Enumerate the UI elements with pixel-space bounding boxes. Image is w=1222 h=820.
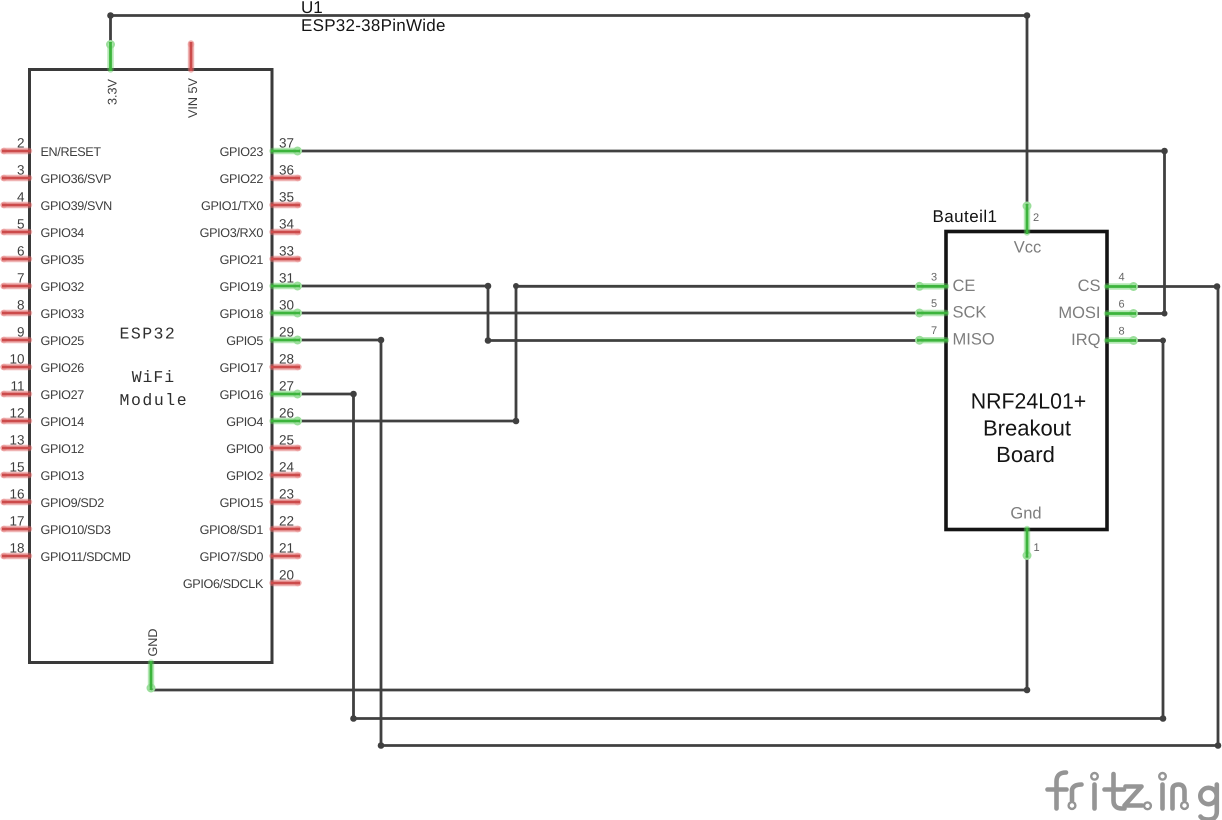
svg-text:33: 33 <box>279 244 294 259</box>
svg-text:GPIO16: GPIO16 <box>220 388 264 402</box>
svg-text:GPIO8/SD1: GPIO8/SD1 <box>200 523 264 537</box>
svg-text:3.3V: 3.3V <box>106 78 120 105</box>
svg-text:ESP32-38PinWide: ESP32-38PinWide <box>301 16 446 35</box>
svg-text:GPIO14: GPIO14 <box>41 415 85 429</box>
svg-text:11: 11 <box>10 379 24 394</box>
svg-text:Gnd: Gnd <box>1010 505 1041 523</box>
svg-text:6: 6 <box>1118 299 1124 311</box>
svg-text:16: 16 <box>9 487 24 502</box>
svg-text:GPIO2: GPIO2 <box>226 469 263 483</box>
svg-text:GPIO1/TX0: GPIO1/TX0 <box>201 199 263 213</box>
svg-text:4: 4 <box>17 190 25 205</box>
svg-text:5: 5 <box>931 298 937 310</box>
svg-text:GPIO23: GPIO23 <box>220 145 264 159</box>
svg-text:10: 10 <box>9 352 24 367</box>
svg-text:8: 8 <box>17 298 25 313</box>
svg-text:8: 8 <box>1118 326 1124 338</box>
svg-text:21: 21 <box>279 541 294 556</box>
svg-text:27: 27 <box>279 379 294 394</box>
svg-text:31: 31 <box>279 271 294 286</box>
svg-text:3: 3 <box>17 163 25 178</box>
svg-text:13: 13 <box>9 433 24 448</box>
svg-text:15: 15 <box>9 460 24 475</box>
svg-text:12: 12 <box>9 406 24 421</box>
svg-text:GPIO26: GPIO26 <box>41 361 85 375</box>
svg-text:GPIO4: GPIO4 <box>226 415 263 429</box>
svg-text:Bauteil1: Bauteil1 <box>933 207 998 226</box>
svg-text:GPIO25: GPIO25 <box>41 334 85 348</box>
svg-text:23: 23 <box>279 487 294 502</box>
svg-text:GPIO10/SD3: GPIO10/SD3 <box>41 523 111 537</box>
svg-text:GPIO18: GPIO18 <box>220 307 264 321</box>
svg-text:18: 18 <box>9 541 24 556</box>
svg-text:5: 5 <box>17 217 25 232</box>
svg-text:Module: Module <box>120 391 187 410</box>
svg-text:MISO: MISO <box>953 331 995 349</box>
svg-text:34: 34 <box>279 217 295 232</box>
svg-text:GPIO9/SD2: GPIO9/SD2 <box>41 496 105 510</box>
svg-text:Board: Board <box>996 442 1055 467</box>
svg-text:30: 30 <box>279 298 294 313</box>
svg-text:VIN 5V: VIN 5V <box>186 78 200 118</box>
svg-text:GPIO33: GPIO33 <box>41 307 85 321</box>
svg-text:GPIO34: GPIO34 <box>41 226 85 240</box>
svg-text:GPIO5: GPIO5 <box>226 334 263 348</box>
svg-text:1: 1 <box>1034 542 1040 554</box>
svg-text:2: 2 <box>17 136 25 151</box>
svg-text:Vcc: Vcc <box>1014 238 1042 256</box>
svg-text:25: 25 <box>279 433 294 448</box>
svg-text:24: 24 <box>279 460 295 475</box>
svg-text:7: 7 <box>17 271 25 286</box>
svg-text:GPIO13: GPIO13 <box>41 469 85 483</box>
svg-text:GPIO39/SVN: GPIO39/SVN <box>41 199 113 213</box>
svg-text:4: 4 <box>1118 272 1124 284</box>
svg-text:26: 26 <box>279 406 294 421</box>
svg-text:GPIO19: GPIO19 <box>220 280 264 294</box>
svg-text:GPIO6/SDCLK: GPIO6/SDCLK <box>183 577 264 591</box>
svg-text:NRF24L01+: NRF24L01+ <box>971 389 1087 414</box>
svg-text:7: 7 <box>931 325 937 337</box>
svg-text:GPIO36/SVP: GPIO36/SVP <box>41 172 112 186</box>
svg-text:GPIO0: GPIO0 <box>226 442 263 456</box>
svg-text:EN/RESET: EN/RESET <box>41 145 102 159</box>
svg-text:36: 36 <box>279 163 294 178</box>
svg-text:GPIO3/RX0: GPIO3/RX0 <box>200 226 264 240</box>
svg-text:2: 2 <box>1033 212 1039 224</box>
svg-text:WiFi: WiFi <box>132 368 174 387</box>
svg-text:GPIO22: GPIO22 <box>220 172 264 186</box>
svg-text:ESP32: ESP32 <box>120 324 175 343</box>
svg-text:35: 35 <box>279 190 294 205</box>
svg-text:37: 37 <box>279 136 294 151</box>
svg-text:29: 29 <box>279 325 294 340</box>
svg-text:GPIO7/SD0: GPIO7/SD0 <box>200 550 264 564</box>
svg-text:GPIO32: GPIO32 <box>41 280 85 294</box>
svg-text:22: 22 <box>279 514 294 529</box>
svg-text:CS: CS <box>1078 277 1101 295</box>
svg-text:6: 6 <box>17 244 25 259</box>
svg-text:3: 3 <box>931 271 937 283</box>
svg-text:GPIO12: GPIO12 <box>41 442 85 456</box>
svg-text:9: 9 <box>17 325 25 340</box>
svg-text:MOSI: MOSI <box>1058 304 1100 322</box>
svg-text:GPIO35: GPIO35 <box>41 253 85 267</box>
svg-text:28: 28 <box>279 352 294 367</box>
svg-text:GPIO21: GPIO21 <box>220 253 264 267</box>
svg-text:GPIO15: GPIO15 <box>220 496 264 510</box>
svg-text:17: 17 <box>9 514 24 529</box>
svg-text:U1: U1 <box>301 0 323 17</box>
svg-text:GPIO27: GPIO27 <box>41 388 85 402</box>
svg-text:Breakout: Breakout <box>983 415 1071 440</box>
svg-text:IRQ: IRQ <box>1071 331 1101 349</box>
svg-text:GPIO17: GPIO17 <box>220 361 264 375</box>
svg-text:CE: CE <box>953 277 976 295</box>
svg-text:GND: GND <box>146 629 160 657</box>
svg-text:20: 20 <box>279 568 294 583</box>
svg-text:GPIO11/SDCMD: GPIO11/SDCMD <box>41 550 131 564</box>
svg-text:SCK: SCK <box>953 304 987 322</box>
